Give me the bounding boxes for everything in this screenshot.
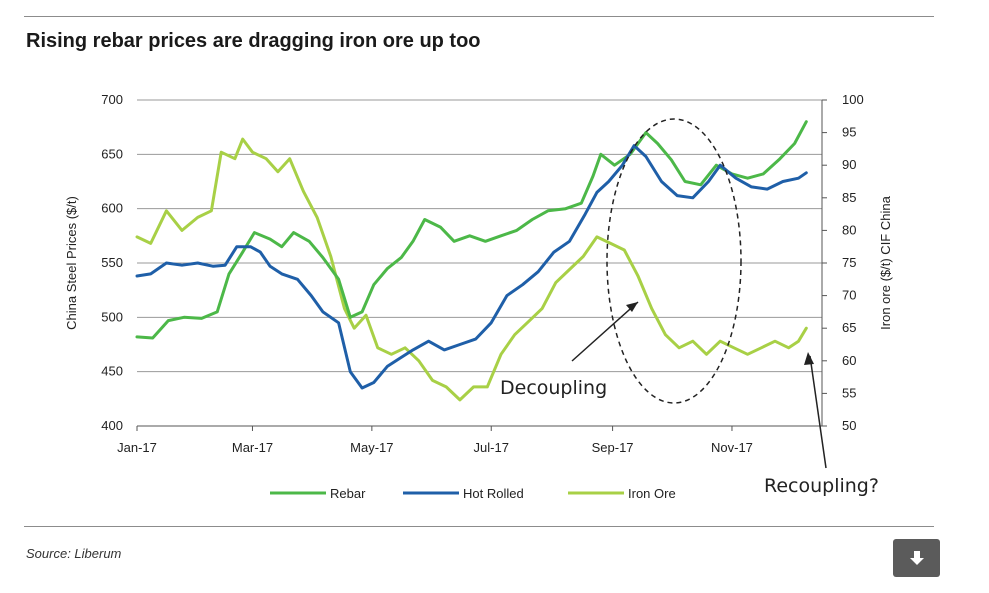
series-line-hot-rolled (135, 144, 808, 390)
decoupling-arrowhead (626, 302, 638, 312)
y-right-tick-label: 65 (842, 320, 856, 335)
top-rule (24, 16, 934, 17)
y-left-tick-label: 450 (101, 364, 123, 379)
y-right-tick-label: 90 (842, 157, 856, 172)
x-tick-label: Mar-17 (232, 440, 273, 455)
legend-label: Hot Rolled (463, 486, 524, 501)
chart-title: Rising rebar prices are dragging iron or… (26, 30, 481, 52)
y-left-tick-label: 400 (101, 418, 123, 433)
y-right-tick-label: 50 (842, 418, 856, 433)
decoupling-arrow (571, 301, 639, 362)
y-right-tick-label: 100 (842, 92, 864, 107)
series-lines (135, 120, 808, 402)
y-left-tick-label: 550 (101, 255, 123, 270)
legend-label: Iron Ore (628, 486, 676, 501)
gridlines (137, 99, 822, 427)
legend: Rebar Hot Rolled Iron Ore (270, 486, 676, 501)
source-note: Source: Liberum (26, 546, 122, 561)
axes: 400 450 500 550 600 650 700 50 55 60 65 70 75 80 85 90 9… (64, 92, 893, 455)
y-right-tick-label: 80 (842, 222, 856, 237)
y-left-tick-label: 650 (101, 146, 123, 161)
y-right-tick-label: 70 (842, 288, 856, 303)
series-line-rebar (135, 120, 808, 340)
bottom-rule (24, 526, 934, 527)
y-left-axis-title: China Steel Prices ($/t) (64, 196, 79, 330)
x-tick-label: Jul-17 (474, 440, 509, 455)
series-line-iron-ore (135, 137, 808, 402)
recoupling-arrowhead (804, 352, 814, 365)
y-right-tick-label: 55 (842, 385, 856, 400)
x-tick-label: May-17 (350, 440, 393, 455)
y-left-tick-label: 700 (101, 92, 123, 107)
y-right-tick-label: 60 (842, 353, 856, 368)
x-tick-label: Sep-17 (592, 440, 634, 455)
y-right-tick-label: 75 (842, 255, 856, 270)
x-tick-label: Nov-17 (711, 440, 753, 455)
download-arrow-icon (909, 551, 924, 565)
y-left-tick-label: 600 (101, 201, 123, 216)
annotations: Decoupling Recoupling? (500, 118, 879, 497)
recoupling-label: Recoupling? (764, 475, 879, 497)
y-right-tick-label: 85 (842, 190, 856, 205)
x-tick-label: Jan-17 (117, 440, 157, 455)
y-right-axis-title: Iron ore ($/t) CIF China (878, 195, 893, 329)
legend-label: Rebar (330, 486, 366, 501)
y-right-tick-label: 95 (842, 125, 856, 140)
decoupling-ellipse (606, 118, 742, 404)
recoupling-arrow (809, 355, 827, 469)
download-button[interactable] (893, 539, 940, 577)
decoupling-label: Decoupling (500, 377, 607, 399)
y-left-tick-label: 500 (101, 309, 123, 324)
